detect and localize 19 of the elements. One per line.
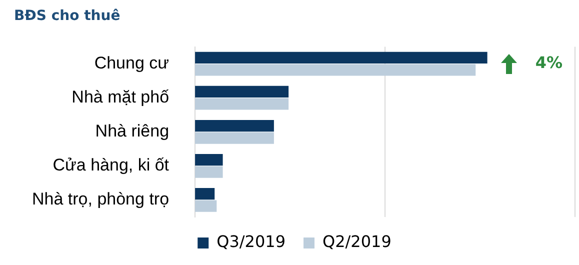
text: 4%: [535, 52, 562, 72]
bar: [195, 98, 289, 110]
legend-label: Q2/2019: [322, 232, 392, 252]
bar: [195, 154, 223, 166]
bar: [195, 52, 488, 64]
bar: [195, 132, 274, 144]
bar: [195, 188, 215, 200]
bar: [195, 64, 476, 76]
y-tick-label: Chung cư: [94, 54, 170, 73]
legend-label: Q3/2019: [216, 232, 286, 252]
y-tick-label: Nhà mặt phố: [72, 88, 170, 107]
y-tick-label: Nhà riêng: [95, 122, 170, 141]
bar: [195, 120, 274, 132]
bar: [195, 200, 217, 212]
bar: [195, 86, 289, 98]
y-tick-label: Nhà trọ, phòng trọ: [32, 190, 170, 209]
bar: [195, 166, 223, 178]
y-tick-label: Cửa hàng, ki ốt: [52, 156, 170, 175]
text: BĐS cho thuê: [14, 8, 120, 24]
